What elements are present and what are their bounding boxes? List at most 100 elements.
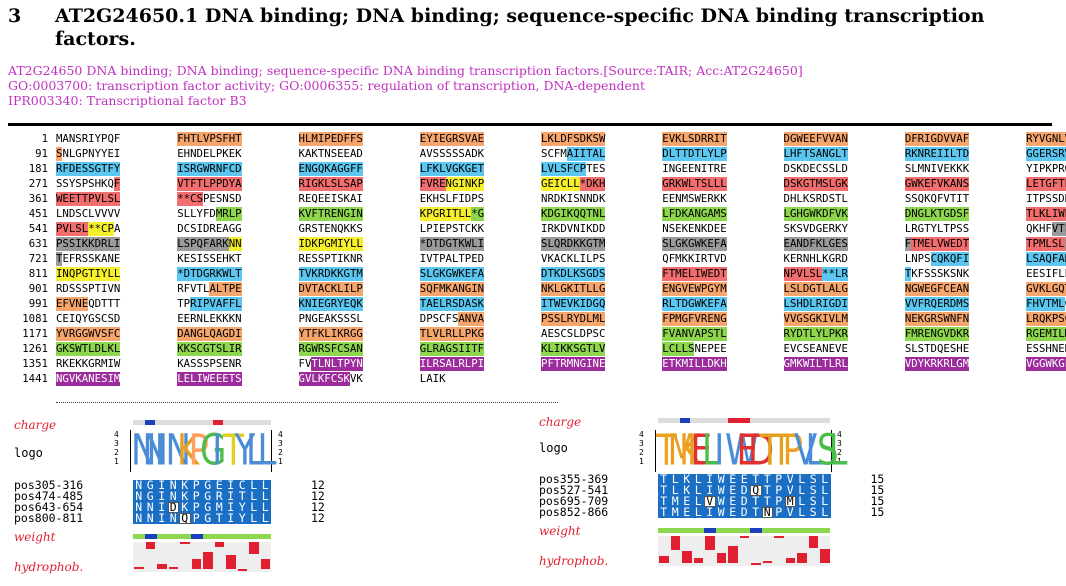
sequence-chunk: ITWEVKIDGQ	[541, 296, 606, 311]
sequence-segment: VTLTIT	[1051, 222, 1066, 236]
sequence-segment: A	[113, 222, 121, 235]
sequence-segment: LFDKANGAMS	[662, 207, 727, 221]
alignment-residue: L	[669, 484, 681, 496]
sequence-segment: **CS	[177, 192, 203, 206]
sequence-segment: WEETTPVLSL	[56, 192, 121, 206]
logo-letter: T	[771, 425, 792, 476]
sequence-segment: S	[56, 147, 63, 161]
axis-tick-label: 1	[639, 457, 644, 466]
alignment-residue: L	[796, 506, 808, 518]
sequence-chunk: KERNHLKGRD	[784, 251, 848, 266]
alignment-residue: L	[259, 490, 271, 502]
hydrophob-label: hydrophob.	[14, 560, 84, 574]
alignment-residue: T	[761, 495, 773, 507]
sequence-chunk: PFTRMNGINE	[541, 356, 606, 371]
hydrophobicity-bar	[134, 567, 144, 569]
alignment-residue: T	[761, 484, 773, 496]
sequence-segment: TES	[586, 162, 606, 175]
sequence-segment: RFVTL	[177, 282, 210, 295]
sequence-segment: SSYSPSHKQ	[56, 177, 114, 190]
sequence-chunk: SLGKGWKEFA	[419, 266, 485, 281]
sequence-chunk: PSSLRYDLML	[541, 311, 606, 326]
axis-tick-label: 4	[114, 430, 119, 439]
sequence-row: 1171 YVRGGWVSFC DANGLQAGDI YTFKLIKRGG TLVLRL…	[8, 326, 1066, 341]
sequence-chunk: SLMNIVEKKK	[905, 161, 969, 176]
sequence-segment: ESSHNEKISR	[1026, 342, 1066, 355]
sequence-segment: **LR	[1064, 237, 1066, 251]
logo-letter: S	[817, 425, 839, 476]
sequence-segment: GLRAGSIITF	[419, 342, 485, 356]
sequence-chunk: EFVNEQDTTT	[56, 296, 120, 311]
sequence-chunk: LSLDGTLALG	[783, 281, 848, 296]
section-number: 3	[8, 5, 22, 27]
sequence-row: 181 RFDESSGTFY ISRGWRNFCD ENGQKAGGFF LFKLVGK…	[8, 161, 1066, 176]
alignment-residue: L	[692, 484, 704, 496]
sequence-row: 271 SSYSPSHKQF VTFTLPPDYA RIGKLSLSAP FVRENGI…	[8, 176, 1066, 191]
sequence-segment: MANSRIYPQF	[56, 132, 121, 145]
logo-label: logo	[14, 446, 43, 460]
sequence-chunk: GRSTENQKKS	[299, 221, 363, 236]
axis-tick-label: 1	[114, 457, 119, 466]
sequence-segment: TMELVWEDT	[911, 237, 970, 251]
alignment-residue: L	[796, 473, 808, 485]
sequence-chunk: GWKEFVKANS	[904, 176, 970, 191]
sequence-segment: ALTPE	[209, 282, 242, 296]
sequence-chunk: RGEMILMNEK	[1026, 326, 1066, 341]
hydrophobicity-bar	[716, 553, 726, 563]
sequence-segment: AIITAL	[566, 147, 606, 161]
sequence-segment: LSAQFARE	[1026, 252, 1066, 266]
sequence-segment: NPVLSL	[783, 267, 823, 281]
sequence-segment: RKNREIILTD	[904, 147, 970, 161]
sequence-segment: LVLSFCP	[541, 162, 587, 176]
sequence-segment: LSLDGTLALG	[783, 282, 848, 296]
alignment-residue: N	[133, 501, 145, 513]
alignment-residue: I	[225, 512, 237, 524]
sequence-chunk: YTFKLIKRGG	[298, 326, 363, 341]
sequence-segment: ITPSSDRLVS	[1026, 192, 1066, 205]
sequence-chunk: RYVGNLVFHV	[1026, 131, 1066, 146]
sequence-segment: **CP	[88, 222, 114, 236]
sequence-chunk: INQPGTIYLL	[56, 266, 121, 281]
sequence-chunk: DVTACKLILP	[298, 281, 363, 296]
sequence-chunk: LNPSCQKQFI	[905, 251, 970, 266]
alignment-residue: T	[750, 495, 762, 507]
alignment-residue: Y	[236, 501, 248, 513]
sequence-chunk: TEFRSSKANE	[56, 251, 120, 266]
sequence-segment: LNDSCLVVVV	[56, 207, 121, 220]
sequence-chunk: SLSTDQESHE	[905, 341, 969, 356]
motif-alignment: pos305-316 N G I N K P G E I C L L 12 pos474-485 N G I N K P…	[14, 478, 354, 530]
alignment-residue: Q	[750, 484, 762, 496]
alignment-residue: L	[796, 495, 808, 507]
logo-letter: N	[131, 425, 157, 476]
hydrophobicity-bar	[260, 559, 270, 569]
sequence-segment: FVRE	[419, 177, 446, 191]
alignment-residue: N	[133, 512, 145, 524]
sequence-chunk: DTKDLKSGDS	[541, 266, 606, 281]
hydrophobicity-bar	[739, 536, 749, 538]
alignment-residue: P	[773, 506, 785, 518]
alignment-residue: L	[248, 501, 260, 513]
alignment-residue: N	[167, 479, 179, 491]
alignment-row: pos355-369 T L K L I W E E T T P V L S L 15	[539, 473, 919, 485]
sequence-chunk: FHVTMLGPSC	[1026, 296, 1066, 311]
sequence-chunk: KESISSEHKT	[177, 251, 241, 266]
sequence-chunk: GMKWILTLRL	[783, 356, 848, 371]
sequence-segment: GEICLL	[541, 177, 580, 191]
alignment-length: 12	[311, 478, 325, 492]
sequence-chunk: AESCSLDPSC	[541, 326, 605, 341]
logo-letter: D	[748, 425, 775, 476]
sequence-chunk: PNGEAKSSSL	[299, 311, 363, 326]
alignment-residue: K	[179, 490, 191, 502]
sequence-segment: SCFM	[541, 147, 567, 160]
alignment-residue: T	[761, 473, 773, 485]
alignment-residue: T	[213, 512, 225, 524]
alignment-residue: P	[773, 473, 785, 485]
alignment-residue: K	[179, 479, 191, 491]
sequence-segment: RDSSSPTIVN	[56, 282, 121, 295]
alignment-residue: I	[225, 490, 237, 502]
sequence-segment: F	[113, 177, 121, 191]
sequence-segment: RESSPTIKNR	[298, 252, 363, 265]
sequence-row-number: 361	[28, 192, 48, 205]
alignment-residue: T	[658, 473, 670, 485]
